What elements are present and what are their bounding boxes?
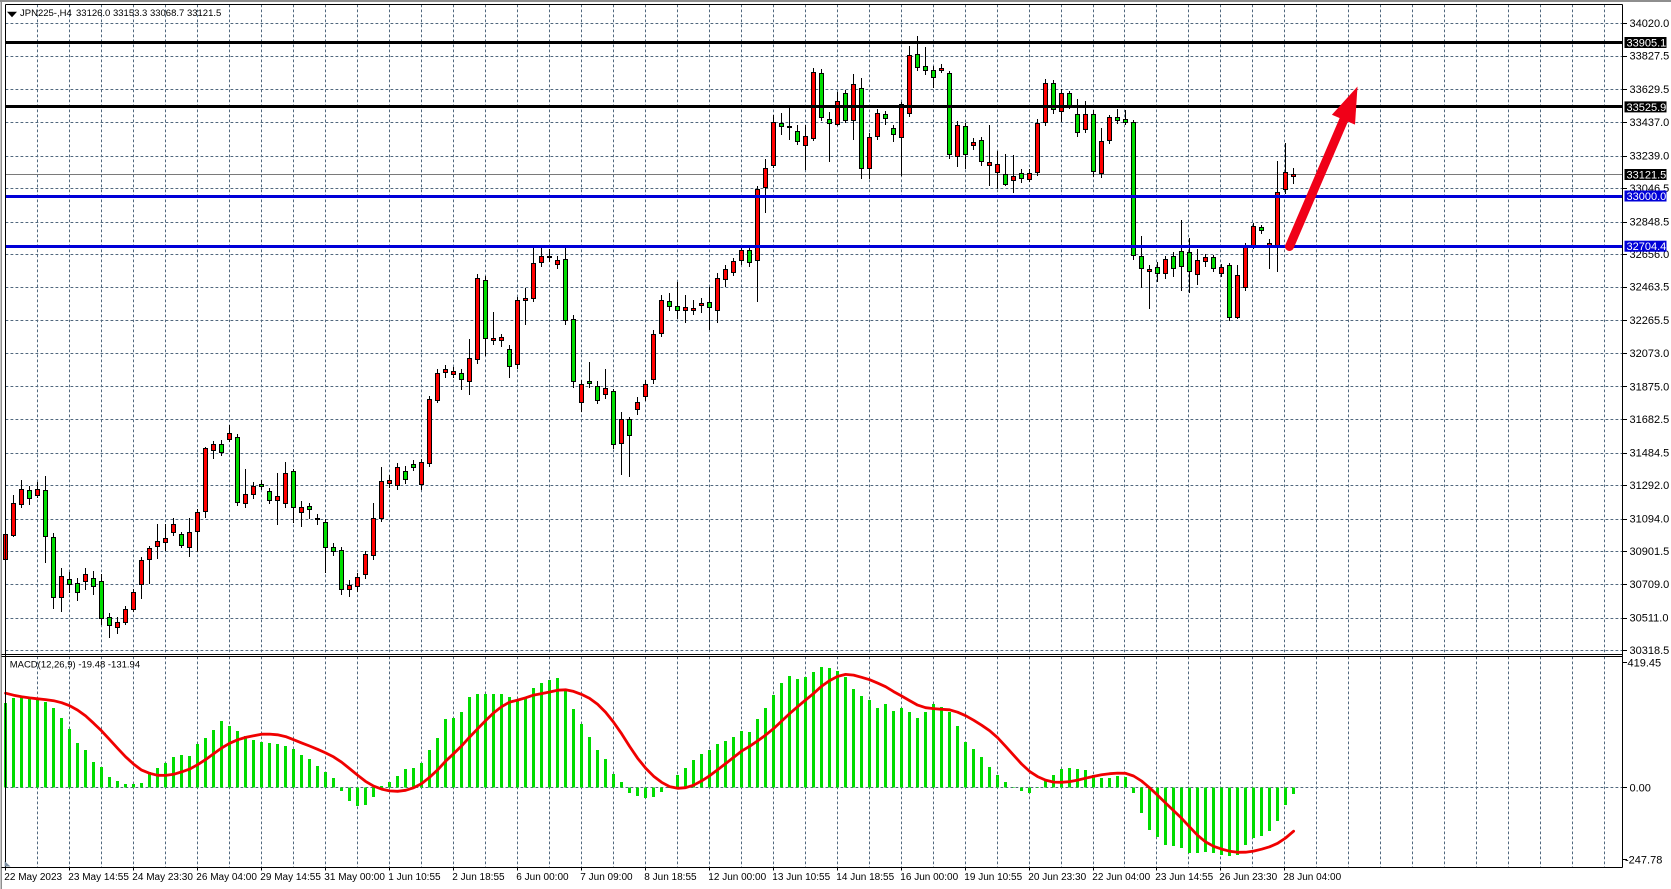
svg-text:32656.0: 32656.0 bbox=[1630, 249, 1670, 261]
svg-text:6 Jun 00:00: 6 Jun 00:00 bbox=[516, 872, 569, 883]
svg-text:JPN225-,H4: JPN225-,H4 bbox=[20, 8, 72, 19]
svg-text:14 Jun 18:55: 14 Jun 18:55 bbox=[836, 872, 894, 883]
svg-text:0.00: 0.00 bbox=[1630, 783, 1651, 795]
svg-text:8 Jun 18:55: 8 Jun 18:55 bbox=[644, 872, 697, 883]
svg-text:30901.5: 30901.5 bbox=[1630, 546, 1670, 558]
svg-text:24 May 23:30: 24 May 23:30 bbox=[132, 872, 193, 883]
svg-text:32073.0: 32073.0 bbox=[1630, 348, 1670, 360]
svg-text:26 May 04:00: 26 May 04:00 bbox=[196, 872, 257, 883]
svg-text:22 Jun 04:00: 22 Jun 04:00 bbox=[1092, 872, 1150, 883]
svg-text:29 May 14:55: 29 May 14:55 bbox=[260, 872, 321, 883]
svg-text:23 May 14:55: 23 May 14:55 bbox=[68, 872, 129, 883]
svg-text:1 Jun 10:55: 1 Jun 10:55 bbox=[388, 872, 441, 883]
svg-text:30511.0: 30511.0 bbox=[1630, 612, 1669, 624]
svg-text:7 Jun 09:00: 7 Jun 09:00 bbox=[580, 872, 633, 883]
svg-text:30709.0: 30709.0 bbox=[1630, 579, 1670, 591]
svg-text:31094.0: 31094.0 bbox=[1630, 514, 1670, 526]
svg-text:16 Jun 00:00: 16 Jun 00:00 bbox=[900, 872, 958, 883]
svg-text:2 Jun 18:55: 2 Jun 18:55 bbox=[452, 872, 505, 883]
svg-text:33437.0: 33437.0 bbox=[1630, 117, 1670, 129]
svg-text:26 Jun 23:30: 26 Jun 23:30 bbox=[1219, 872, 1277, 883]
svg-text:33905.1: 33905.1 bbox=[1627, 38, 1667, 50]
svg-text:31 May 00:00: 31 May 00:00 bbox=[324, 872, 385, 883]
svg-text:28 Jun 04:00: 28 Jun 04:00 bbox=[1283, 872, 1341, 883]
svg-text:31682.5: 31682.5 bbox=[1630, 414, 1670, 426]
svg-text:33827.5: 33827.5 bbox=[1630, 51, 1670, 63]
svg-text:31484.5: 31484.5 bbox=[1630, 448, 1670, 460]
svg-text:33126.0 33153.3 33068.7 33121.: 33126.0 33153.3 33068.7 33121.5 bbox=[76, 8, 221, 19]
svg-text:31292.0: 31292.0 bbox=[1630, 480, 1670, 492]
svg-text:30318.5: 30318.5 bbox=[1630, 645, 1670, 657]
svg-text:31875.0: 31875.0 bbox=[1630, 381, 1670, 393]
svg-text:12 Jun 00:00: 12 Jun 00:00 bbox=[708, 872, 766, 883]
svg-text:419.45: 419.45 bbox=[1628, 657, 1662, 669]
svg-text:32704.4: 32704.4 bbox=[1627, 241, 1667, 253]
svg-text:33525.9: 33525.9 bbox=[1627, 102, 1667, 114]
svg-text:33629.5: 33629.5 bbox=[1630, 84, 1670, 96]
svg-text:-247.78: -247.78 bbox=[1625, 854, 1662, 866]
svg-text:13 Jun 10:55: 13 Jun 10:55 bbox=[772, 872, 830, 883]
svg-text:19 Jun 10:55: 19 Jun 10:55 bbox=[964, 872, 1022, 883]
svg-text:33239.0: 33239.0 bbox=[1630, 150, 1670, 162]
svg-text:20 Jun 23:30: 20 Jun 23:30 bbox=[1028, 872, 1086, 883]
svg-text:32848.5: 32848.5 bbox=[1630, 217, 1670, 229]
svg-text:33121.5: 33121.5 bbox=[1627, 170, 1667, 182]
svg-text:22 May 2023: 22 May 2023 bbox=[4, 872, 62, 883]
svg-text:32463.5: 32463.5 bbox=[1630, 282, 1670, 294]
svg-text:23 Jun 14:55: 23 Jun 14:55 bbox=[1155, 872, 1213, 883]
svg-text:33000.0: 33000.0 bbox=[1627, 191, 1667, 203]
svg-text:MACD(12,26,9) -19.48 -131.94: MACD(12,26,9) -19.48 -131.94 bbox=[10, 660, 140, 671]
svg-text:32265.5: 32265.5 bbox=[1630, 315, 1670, 327]
svg-text:34020.0: 34020.0 bbox=[1630, 18, 1670, 30]
